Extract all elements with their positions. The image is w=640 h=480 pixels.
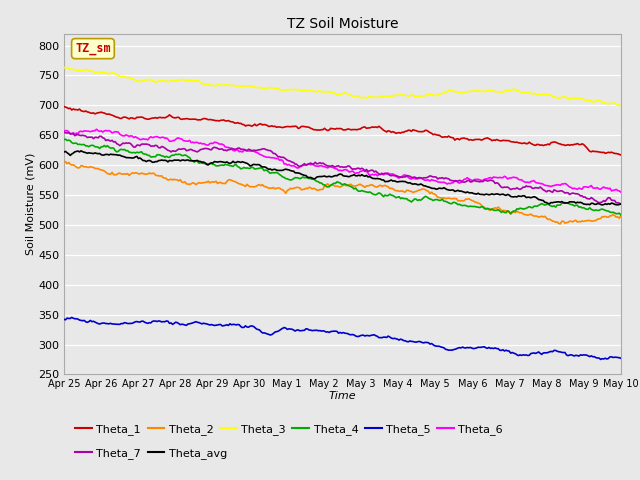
Title: TZ Soil Moisture: TZ Soil Moisture (287, 17, 398, 31)
Text: TZ_sm: TZ_sm (75, 42, 111, 55)
Y-axis label: Soil Moisture (mV): Soil Moisture (mV) (25, 153, 35, 255)
Legend: Theta_7, Theta_avg: Theta_7, Theta_avg (75, 448, 227, 459)
X-axis label: Time: Time (328, 391, 356, 401)
